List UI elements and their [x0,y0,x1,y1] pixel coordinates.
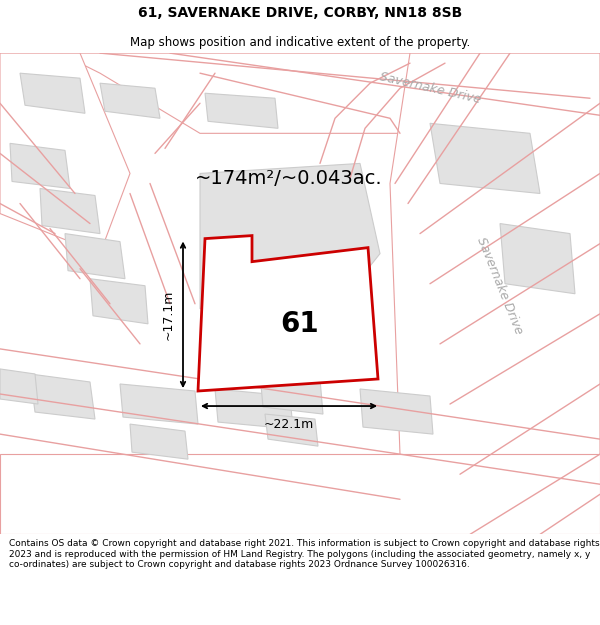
Polygon shape [60,53,600,133]
Polygon shape [30,374,95,419]
Polygon shape [500,224,575,294]
Text: ~22.1m: ~22.1m [264,418,314,431]
Polygon shape [100,83,160,118]
Text: Contains OS data © Crown copyright and database right 2021. This information is : Contains OS data © Crown copyright and d… [9,539,599,569]
Text: Savernake Drive: Savernake Drive [378,70,482,106]
Polygon shape [120,384,198,424]
Polygon shape [390,53,600,534]
Polygon shape [130,424,188,459]
Polygon shape [430,123,540,194]
Polygon shape [65,234,125,279]
Text: Map shows position and indicative extent of the property.: Map shows position and indicative extent… [130,36,470,49]
Polygon shape [40,189,100,234]
Polygon shape [265,414,318,446]
Polygon shape [205,93,278,128]
Polygon shape [200,163,380,309]
Text: ~17.1m: ~17.1m [162,289,175,340]
Polygon shape [260,374,323,414]
Polygon shape [215,389,293,429]
Polygon shape [360,389,433,434]
Polygon shape [0,454,600,534]
Text: ~174m²/~0.043ac.: ~174m²/~0.043ac. [195,169,383,189]
Text: Savernake Drive: Savernake Drive [475,235,526,336]
Polygon shape [0,53,130,254]
Text: 61: 61 [281,310,319,338]
Polygon shape [20,73,85,113]
Polygon shape [0,369,38,404]
Text: 61, SAVERNAKE DRIVE, CORBY, NN18 8SB: 61, SAVERNAKE DRIVE, CORBY, NN18 8SB [138,6,462,20]
Polygon shape [250,334,335,374]
Polygon shape [90,279,148,324]
Polygon shape [198,236,378,391]
Polygon shape [10,143,70,189]
